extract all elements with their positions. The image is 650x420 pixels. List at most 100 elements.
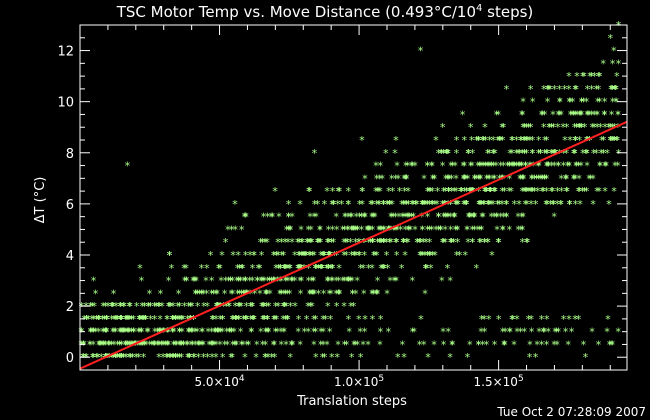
data-point: * — [566, 160, 573, 173]
data-point: * — [480, 134, 487, 147]
y-tick-label: 0 — [66, 351, 74, 366]
data-point: * — [251, 249, 258, 262]
data-point: * — [176, 326, 183, 339]
data-point: * — [532, 198, 539, 211]
data-point: * — [333, 223, 340, 236]
data-point: * — [548, 147, 555, 160]
data-point: * — [341, 223, 348, 236]
data-point: * — [391, 275, 398, 288]
data-point: * — [87, 326, 94, 339]
data-point: * — [169, 326, 176, 339]
data-point: * — [132, 338, 139, 351]
data-point: * — [364, 223, 371, 236]
data-point: * — [147, 300, 154, 313]
data-point: * — [369, 262, 376, 275]
data-point: * — [476, 236, 483, 249]
data-point: * — [580, 338, 587, 351]
data-point: * — [556, 96, 563, 109]
data-point: * — [519, 147, 526, 160]
data-point: * — [584, 83, 591, 96]
data-point: * — [347, 275, 354, 288]
data-point: * — [212, 326, 219, 339]
data-point: * — [596, 70, 603, 83]
data-point: * — [393, 236, 400, 249]
data-point: * — [596, 160, 603, 173]
data-point: * — [133, 351, 140, 364]
axis-ticks — [80, 24, 627, 370]
data-point: * — [309, 249, 316, 262]
fit-line — [79, 120, 628, 370]
data-point: * — [124, 160, 131, 173]
data-point: * — [265, 300, 272, 313]
data-point: * — [159, 338, 166, 351]
data-point: * — [303, 313, 310, 326]
data-point: * — [485, 172, 492, 185]
data-point: * — [555, 160, 562, 173]
data-point: * — [258, 275, 265, 288]
data-point: * — [127, 351, 134, 364]
data-point: * — [346, 326, 353, 339]
data-point: * — [572, 147, 579, 160]
data-point: * — [219, 351, 226, 364]
data-point: * — [550, 198, 557, 211]
data-point: * — [345, 275, 352, 288]
data-point: * — [273, 313, 280, 326]
data-point: * — [287, 262, 294, 275]
data-point: * — [420, 236, 427, 249]
data-point: * — [330, 198, 337, 211]
data-point: * — [591, 70, 598, 83]
data-point: * — [609, 83, 616, 96]
data-point: * — [613, 70, 620, 83]
data-point: * — [422, 249, 429, 262]
data-point: * — [378, 262, 385, 275]
data-point: * — [483, 185, 490, 198]
data-point: * — [418, 211, 425, 224]
data-point: * — [326, 326, 333, 339]
data-point: * — [345, 198, 352, 211]
data-point: * — [384, 198, 391, 211]
data-point: * — [359, 134, 366, 147]
data-point: * — [534, 185, 541, 198]
data-point: * — [259, 338, 266, 351]
data-point: * — [232, 198, 239, 211]
data-point: * — [448, 236, 455, 249]
data-point: * — [335, 287, 342, 300]
x-tick-labels: 5.0×104 1.0×105 1.5×105 — [194, 374, 523, 389]
data-point: * — [110, 351, 117, 364]
data-point: * — [544, 147, 551, 160]
data-point: * — [103, 326, 110, 339]
data-point: * — [499, 121, 506, 134]
data-point: * — [503, 211, 510, 224]
data-point: * — [530, 160, 537, 173]
data-point: * — [112, 351, 119, 364]
data-point: * — [486, 147, 493, 160]
data-point: * — [540, 326, 547, 339]
data-point: * — [437, 223, 444, 236]
data-point: * — [445, 147, 452, 160]
data-point: * — [615, 108, 622, 121]
data-point: * — [235, 275, 242, 288]
data-point: * — [314, 236, 321, 249]
data-point: * — [555, 326, 562, 339]
data-point: * — [307, 211, 314, 224]
data-point: * — [438, 147, 445, 160]
data-point: * — [117, 326, 124, 339]
data-point: * — [351, 223, 358, 236]
data-point: * — [513, 160, 520, 173]
data-point: * — [509, 160, 516, 173]
data-point: * — [154, 326, 161, 339]
data-point: * — [189, 326, 196, 339]
data-point: * — [360, 236, 367, 249]
data-point: * — [354, 223, 361, 236]
data-point: * — [351, 249, 358, 262]
data-point: * — [356, 249, 363, 262]
data-point: * — [445, 326, 452, 339]
data-point: * — [214, 326, 221, 339]
data-point: * — [376, 198, 383, 211]
data-point: * — [369, 236, 376, 249]
data-point: * — [251, 287, 258, 300]
data-point: * — [372, 185, 379, 198]
data-point: * — [541, 108, 548, 121]
data-point: * — [178, 313, 185, 326]
data-point: * — [213, 313, 220, 326]
